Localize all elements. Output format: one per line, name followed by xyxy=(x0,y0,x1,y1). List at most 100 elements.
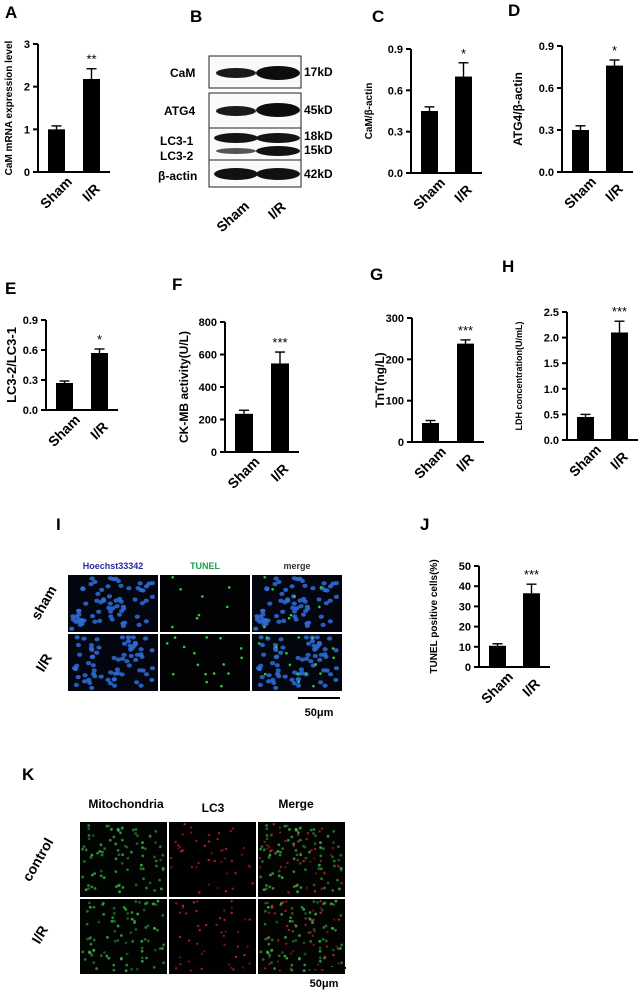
mito-dot xyxy=(260,845,264,849)
mito-dot xyxy=(81,847,84,851)
mito-dot xyxy=(105,824,109,828)
lc3-dot xyxy=(304,923,307,927)
lc3-dot xyxy=(223,909,226,912)
mito-dot xyxy=(261,957,265,961)
lc3-dot xyxy=(289,952,293,955)
nucleus-dot xyxy=(82,679,88,684)
mito-dot xyxy=(259,847,262,851)
y-tick-label: 10 xyxy=(459,642,471,654)
lc3-dot xyxy=(230,859,234,863)
lc3-dot xyxy=(220,860,223,864)
lc3-dot xyxy=(216,837,219,841)
nucleus-dot xyxy=(282,600,288,605)
mito-dot xyxy=(146,924,150,928)
lc3-dot xyxy=(181,833,184,836)
y-tick-label: 1.0 xyxy=(544,384,559,396)
nucleus-dot xyxy=(89,654,95,660)
mito-dot xyxy=(339,868,343,872)
nucleus-dot xyxy=(149,581,156,586)
nucleus-dot xyxy=(333,666,340,671)
bar-sham xyxy=(572,130,589,172)
mito-dot xyxy=(302,908,306,911)
tunel-dot xyxy=(319,586,323,589)
mito-dot xyxy=(264,937,267,941)
mito-dot xyxy=(98,850,102,853)
nucleus-dot xyxy=(111,655,117,661)
panel-letter-c: C xyxy=(372,7,384,26)
lc3-dot xyxy=(184,912,188,915)
tunel-dot xyxy=(219,636,222,640)
mito-dot xyxy=(131,828,135,832)
mito-dot xyxy=(103,951,106,954)
nucleus-dot xyxy=(89,576,95,581)
mito-dot xyxy=(117,853,121,857)
lc3-dot xyxy=(170,866,173,869)
nucleus-dot xyxy=(322,647,328,652)
mito-dot xyxy=(141,867,145,871)
panel-letter-a: A xyxy=(5,3,17,22)
nucleus-dot xyxy=(105,584,111,589)
nucleus-dot xyxy=(272,581,278,587)
tunel-dot xyxy=(165,642,169,645)
nucleus-dot xyxy=(316,597,322,602)
nucleus-dot xyxy=(107,609,114,614)
mito-dot xyxy=(268,953,272,957)
lc3-dot xyxy=(200,967,203,971)
nucleus-dot xyxy=(266,673,272,678)
mito-dot xyxy=(292,885,296,888)
tunel-dot xyxy=(296,672,299,676)
nucleus-dot xyxy=(83,601,89,606)
mito-dot xyxy=(99,869,103,873)
nucleus-dot xyxy=(259,608,266,614)
lc3-dot xyxy=(231,827,235,830)
lc3-dot xyxy=(267,911,271,914)
lc3-dot xyxy=(337,962,340,965)
tunel-dot xyxy=(287,616,291,620)
mito-dot xyxy=(269,873,272,877)
nucleus-dot xyxy=(73,666,79,672)
mito-dot xyxy=(309,939,313,943)
lc3-dot xyxy=(175,902,178,905)
lc3-dot xyxy=(312,918,315,922)
nucleus-dot xyxy=(291,576,297,581)
lc3-dot xyxy=(312,943,315,947)
mito-dot xyxy=(290,907,294,910)
mito-dot xyxy=(316,900,319,904)
nucleus-dot xyxy=(322,683,328,688)
panel-letter-j: J xyxy=(420,515,429,534)
nucleus-dot xyxy=(119,672,125,677)
mito-dot xyxy=(285,956,289,960)
tunel-dot xyxy=(195,616,199,620)
nucleus-dot xyxy=(143,584,150,589)
nucleus-dot xyxy=(262,618,268,623)
y-tick-label: 0.0 xyxy=(544,435,559,447)
y-tick-label: 2 xyxy=(24,82,30,94)
lc3-dot xyxy=(241,966,245,969)
mito-dot xyxy=(134,883,138,887)
y-axis-title: TnT(ng/L) xyxy=(373,352,387,407)
mito-dot xyxy=(158,878,161,882)
mito-dot xyxy=(280,876,284,880)
lc3-dot xyxy=(230,906,234,910)
mito-header-lc3: LC3 xyxy=(202,801,225,815)
mito-dot xyxy=(267,856,271,859)
category-label: I/R xyxy=(453,450,477,474)
mito-dot xyxy=(291,939,295,943)
lc3-dot xyxy=(203,949,206,953)
mito-dot xyxy=(81,950,85,954)
mito-dot xyxy=(277,869,281,873)
mito-dot xyxy=(266,905,270,909)
lc3-dot xyxy=(313,847,317,851)
tunel-dot xyxy=(312,684,315,688)
mito-dot xyxy=(283,954,287,958)
nucleus-dot xyxy=(77,622,83,627)
lc3-dot xyxy=(284,865,287,869)
nucleus-dot xyxy=(314,635,320,640)
mito-dot xyxy=(299,886,303,889)
y-tick-label: 0.9 xyxy=(539,41,554,53)
nucleus-dot xyxy=(134,614,140,619)
mito-dot xyxy=(92,938,96,942)
lc3-dot xyxy=(198,891,201,894)
nucleus-dot xyxy=(306,620,312,625)
y-tick-label: 20 xyxy=(459,622,471,634)
